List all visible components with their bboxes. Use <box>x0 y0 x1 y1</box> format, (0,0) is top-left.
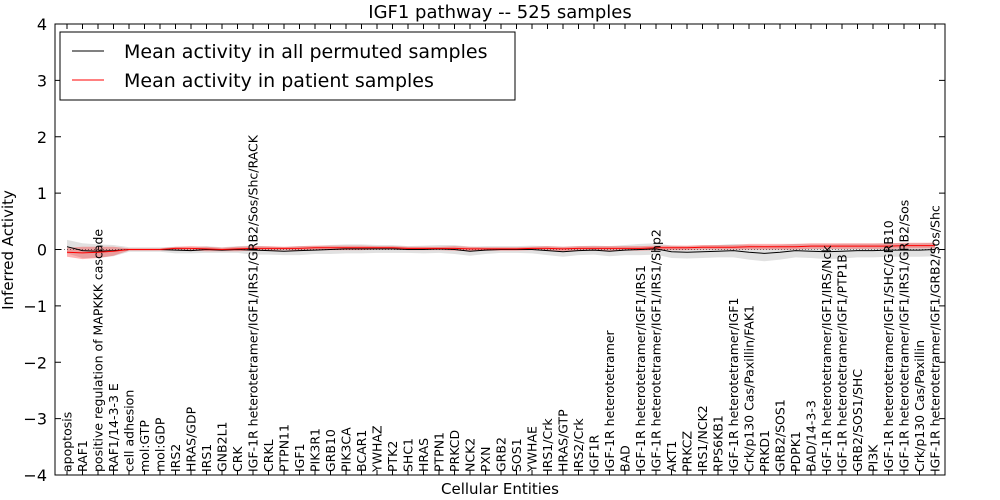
x-tick-label: RAF1 <box>75 440 90 472</box>
x-tick-label: IRS2 <box>168 444 183 472</box>
x-tick-label: IRS2/Crk <box>571 418 586 472</box>
y-tick-label: −2 <box>23 353 47 372</box>
x-tick-label: IRS1/Crk <box>540 418 555 472</box>
x-axis-label: Cellular Entities <box>441 480 559 498</box>
y-tick-label: −1 <box>23 297 47 316</box>
y-tick-label: 4 <box>37 15 47 34</box>
x-tick-label: AKT1 <box>664 441 679 472</box>
x-tick-label: BAD/14-3-3 <box>804 400 819 472</box>
plot-frame <box>54 23 946 476</box>
y-tick-label: 0 <box>37 241 47 260</box>
legend-label-patient: Mean activity in patient samples <box>124 70 434 92</box>
x-tick-label: IRS1/NCK2 <box>695 405 710 472</box>
x-tick-label: IRS1 <box>199 444 214 472</box>
x-tick-label: PXN <box>478 447 493 472</box>
x-tick-label: IGF-1R heterotetramer/IGF1/IRS1/GRB2/Sos <box>897 200 912 472</box>
x-tick-label: SOS1 <box>509 438 524 472</box>
x-tick-label: positive regulation of MAPKKK cascade <box>91 229 106 472</box>
x-tick-label: IGF-1R heterotetramer/IGF1/IRS1/GRB2/Sos… <box>246 134 261 472</box>
series-line-0 <box>66 246 936 254</box>
x-tick-label: YWHAZ <box>370 425 385 473</box>
x-tick-label: PTK2 <box>385 441 400 472</box>
x-tick-label: CRKL <box>261 439 276 472</box>
y-axis-label: Inferred Activity <box>0 190 17 310</box>
x-tick-label: GNB2L1 <box>215 422 230 472</box>
x-tick-label: PRKCD <box>447 430 462 472</box>
x-tick-label: PIK3CA <box>339 427 354 472</box>
x-tick-label: HRAS/GTP <box>556 409 571 472</box>
x-tick-label: IGF-1R heterotetramer <box>602 329 617 472</box>
x-tick-label: apoptosis <box>60 412 75 472</box>
x-tick-label: PDPK1 <box>788 431 803 472</box>
x-tick-label: NCK2 <box>463 438 478 472</box>
x-tick-label: HRAS/GDP <box>184 406 199 472</box>
x-tick-label: IGF-1R heterotetramer/IGF1/IRS1/Shp2 <box>649 229 664 472</box>
x-tick-label: RAF1/14-3-3 E <box>106 383 121 472</box>
x-tick-label: CRK <box>230 446 245 472</box>
x-tick-label: PRKCZ <box>680 431 695 472</box>
x-tick-label: HRAS <box>416 438 431 472</box>
x-tick-label: IGF-1R heterotetramer/IGF1/GRB2/Sos/Shc <box>928 205 943 472</box>
x-tick-label: PIK3R1 <box>308 428 323 472</box>
y-tick-label: −4 <box>23 466 47 485</box>
y-tick-label: −3 <box>23 410 47 429</box>
x-tick-label: GRB2 <box>494 437 509 472</box>
x-tick-label: GRB2/SOS1/SHC <box>850 369 865 472</box>
y-tick-label: 3 <box>37 71 47 90</box>
x-tick-label: YWHAE <box>525 426 540 473</box>
x-tick-label: GRB10 <box>323 429 338 472</box>
series-line-1 <box>66 245 935 254</box>
x-tick-label: IGF-1R heterotetramer/IGF1/IRS1 <box>633 265 648 472</box>
x-tick-label: BCAR1 <box>354 430 369 472</box>
x-tick-label: SHC1 <box>401 438 416 472</box>
x-tick-label: IGF1R <box>587 434 602 472</box>
y-tick-label: 2 <box>37 128 47 147</box>
chart-title: IGF1 pathway -- 525 samples <box>368 2 631 23</box>
x-tick-label: Crk/p130 Cas/Paxillin <box>912 340 927 472</box>
x-tick-label: IGF-1R heterotetramer/IGF1 <box>726 298 741 472</box>
legend-box <box>59 31 516 101</box>
x-tick-label: mol:GTP <box>137 420 152 472</box>
y-tick-label: 1 <box>37 184 47 203</box>
x-tick-label: PTPN11 <box>277 424 292 472</box>
x-tick-label: IGF-1R heterotetramer/IGF1/PTP1B <box>835 254 850 472</box>
x-tick-label: PTPN1 <box>432 432 447 472</box>
legend-label-permuted: Mean activity in all permuted samples <box>124 41 487 63</box>
series-band-0 <box>67 239 935 262</box>
legend: Mean activity in all permuted samples Me… <box>59 31 516 101</box>
x-tick-label: PRKD1 <box>757 430 772 472</box>
x-tick-label: Crk/p130 Cas/Paxillin/FAK1 <box>742 305 757 472</box>
x-tick-label: cell adhesion <box>122 390 137 472</box>
x-tick-label: mol:GDP <box>153 417 168 472</box>
x-tick-label: IGF1 <box>292 443 307 472</box>
x-tick-label: IGF-1R heterotetramer/IGF1/SHC/GRB10 <box>881 220 896 472</box>
x-tick-label: PI3K <box>866 444 881 472</box>
x-tick-label: BAD <box>618 445 633 472</box>
x-tick-label: RPS6KB1 <box>711 415 726 472</box>
x-tick-label: IGF-1R heterotetramer/IGF1/IRS/Nck <box>819 245 834 472</box>
x-tick-label: GRB2/SOS1 <box>773 399 788 472</box>
